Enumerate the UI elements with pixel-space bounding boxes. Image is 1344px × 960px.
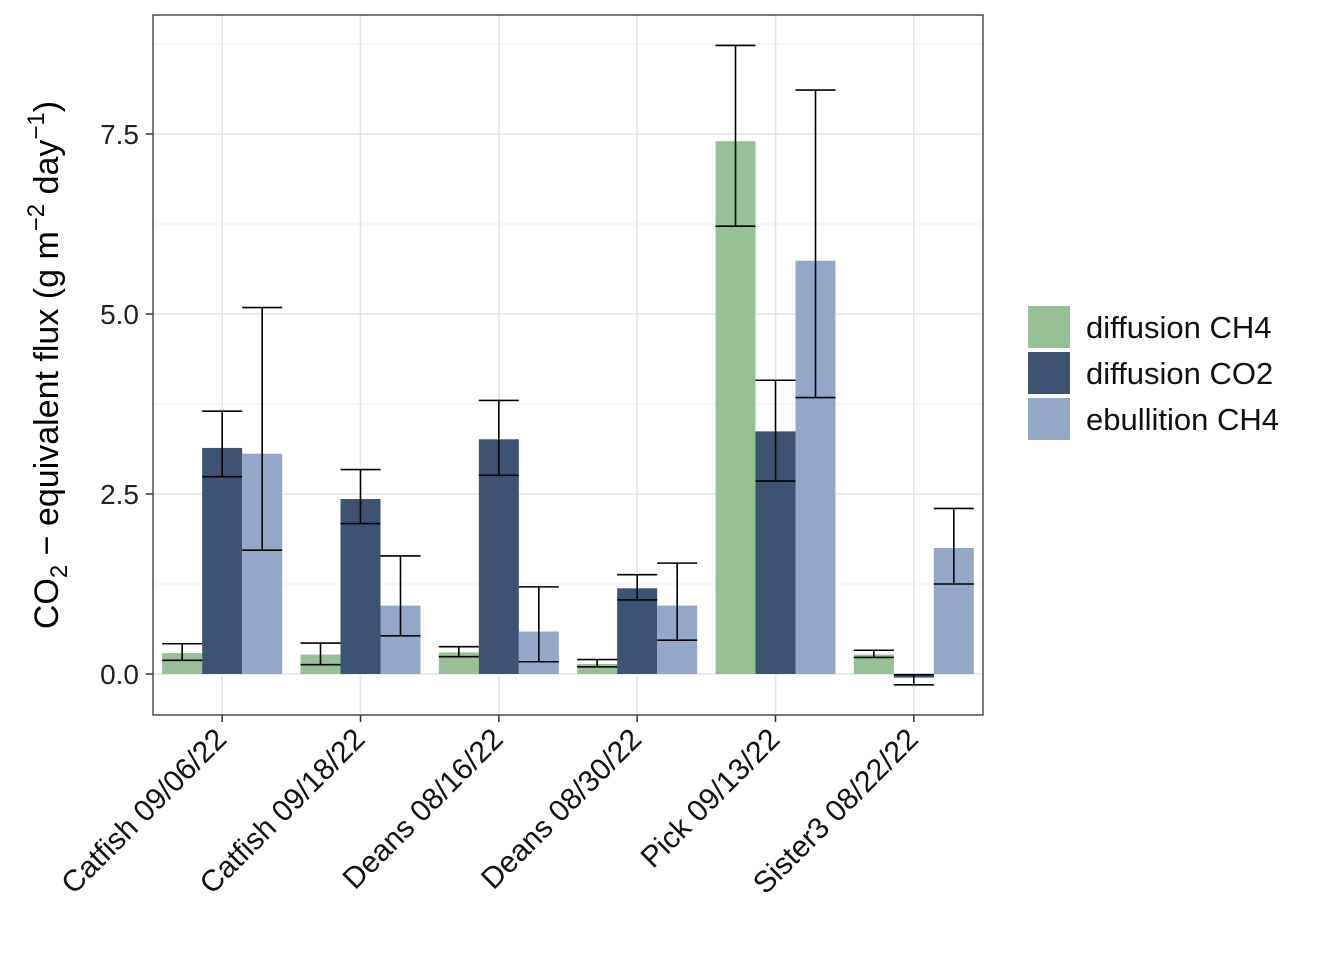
bar xyxy=(478,439,519,674)
y-tick-label: 5.0 xyxy=(100,299,139,330)
y-title-main: − equivalent flux (g m xyxy=(28,231,66,565)
x-tick-label: Pick 09/13/22 xyxy=(635,723,787,875)
bar xyxy=(853,654,894,674)
legend-key xyxy=(1028,352,1070,394)
bar xyxy=(577,663,618,674)
legend-label: ebullition CH4 xyxy=(1086,402,1279,437)
y-title-prefix: CO xyxy=(28,578,66,629)
bar xyxy=(202,447,243,674)
y-tick-label: 7.5 xyxy=(100,119,139,150)
y-title-suffix: ) xyxy=(28,101,66,112)
y-tick-label: 2.5 xyxy=(100,479,139,510)
y-axis-title: CO2 − equivalent flux (g m−2 day−1) xyxy=(23,101,73,629)
bar xyxy=(162,653,203,674)
bar xyxy=(617,588,658,674)
y-title-superscript-2: −1 xyxy=(23,112,50,139)
legend-label: diffusion CH4 xyxy=(1086,310,1272,345)
minor-gridlines xyxy=(153,43,983,585)
panel-border xyxy=(152,14,984,716)
legend: diffusion CH4 diffusion CO2 ebullition CH4 xyxy=(1028,306,1279,440)
legend-key xyxy=(1028,398,1070,440)
bar xyxy=(715,141,756,674)
y-axis: 0.0 2.5 5.0 7.5 xyxy=(100,119,153,690)
y-tick-label: 0.0 xyxy=(100,659,139,690)
bars xyxy=(162,141,974,678)
y-title-superscript-1: −2 xyxy=(23,204,50,231)
y-title-day: day xyxy=(28,140,66,204)
error-bars xyxy=(162,44,974,686)
bar xyxy=(340,499,381,674)
bar xyxy=(438,652,479,674)
y-title-subscript: 2 xyxy=(46,565,73,578)
legend-label: diffusion CO2 xyxy=(1086,356,1273,391)
legend-key xyxy=(1028,306,1070,348)
